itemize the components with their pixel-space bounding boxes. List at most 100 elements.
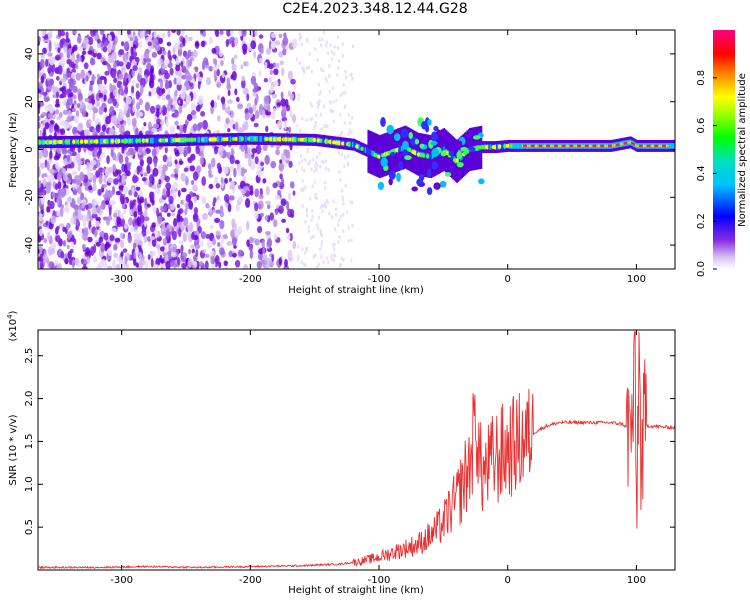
heatmap-cell (138, 40, 143, 48)
heatmap-cell (55, 162, 60, 170)
heatmap-ridge-core (623, 142, 626, 145)
colorbar-tick-label: 0.6 (696, 118, 707, 134)
heatmap-cell (248, 107, 254, 114)
heatmap-cell (107, 177, 114, 184)
heatmap-cell (244, 198, 251, 208)
heatmap-cell (300, 166, 304, 171)
heatmap-cell (202, 30, 207, 38)
heatmap-cell (102, 167, 106, 174)
heatmap-ridge-core (608, 144, 610, 148)
heatmap-ridge-core (413, 150, 418, 155)
heatmap-cell (71, 46, 75, 53)
heatmap-cell (224, 265, 229, 269)
heatmap-cell (233, 167, 237, 178)
heatmap-ridge-mid (501, 143, 503, 150)
heatmap-cell (322, 260, 325, 265)
heatmap-cell (227, 99, 233, 104)
heatmap-ridge-core (615, 143, 618, 147)
heatmap-cell (158, 37, 164, 45)
heatmap-cell (243, 263, 249, 269)
heatmap-cell (178, 160, 184, 165)
heatmap-cell (267, 203, 271, 210)
heatmap-cell (86, 102, 93, 111)
heatmap-cell (120, 41, 125, 47)
heatmap-cell (215, 183, 221, 189)
heatmap-cell (201, 196, 207, 205)
heatmap-ridge-core (601, 144, 604, 148)
heatmap-cell (70, 216, 74, 225)
heatmap-ridge-mid (398, 146, 400, 153)
heatmap-cell (218, 50, 224, 58)
heatmap-cell (193, 195, 198, 203)
heatmap-cell (191, 231, 195, 240)
heatmap-cell (38, 71, 42, 78)
heatmap-ridge-core (509, 143, 514, 148)
heatmap-cell (231, 63, 237, 72)
heatmap-ridge-core (75, 139, 80, 144)
heatmap-cell (99, 204, 105, 210)
heatmap-cell (65, 100, 70, 111)
heatmap-cell (207, 162, 212, 170)
heatmap-cell (135, 82, 140, 89)
heatmap-cell (96, 73, 100, 79)
heatmap-cell (47, 79, 54, 87)
heatmap-cell (279, 159, 283, 164)
heatmap-cell (305, 213, 309, 218)
heatmap-cell (96, 205, 101, 214)
heatmap-cell (139, 196, 145, 204)
heatmap-cell (197, 79, 201, 90)
heatmap-cell (262, 253, 268, 261)
colorbar-ticks: 0.0 0.2 0.4 0.6 0.8 (696, 70, 717, 277)
heatmap-cell (231, 149, 235, 156)
heatmap-cell (318, 151, 321, 156)
heatmap-cell (253, 122, 259, 128)
heatmap-cell (292, 241, 297, 250)
heatmap-cell (98, 167, 104, 173)
heatmap-cell (187, 258, 193, 268)
heatmap-cell (231, 237, 237, 247)
heatmap-cell (313, 125, 316, 130)
heatmap-cell (331, 86, 335, 91)
heatmap-cell (347, 131, 350, 136)
heatmap-cell (254, 211, 259, 220)
heatmap-cell (237, 225, 243, 235)
heatmap-cell (87, 236, 93, 243)
heatmap-ridge-mid (204, 136, 206, 143)
heatmap-cell (268, 40, 272, 51)
heatmap-cell (98, 236, 104, 243)
heatmap-cell (84, 186, 88, 191)
heatmap-ridge-mid (668, 143, 671, 149)
heatmap-cell (178, 228, 182, 238)
heatmap-cell (140, 30, 145, 39)
heatmap-cell (149, 236, 156, 241)
heatmap-ridge-core (79, 139, 84, 144)
heatmap-cell (63, 45, 68, 54)
heatmap-cell (341, 197, 345, 202)
heatmap-cell (322, 30, 325, 35)
heatmap-cell (254, 156, 259, 165)
heatmap-ridge-core (557, 144, 560, 148)
heatmap-cell (289, 208, 295, 216)
heatmap-cell (111, 185, 116, 196)
heatmap-cell (184, 53, 190, 60)
heatmap-cell (310, 217, 313, 222)
heatmap-cell (334, 207, 338, 212)
heatmap-cell (86, 256, 91, 265)
heatmap-blob (404, 155, 412, 161)
heatmap-cell (271, 254, 275, 262)
heatmap-cell (151, 127, 158, 133)
heatmap-blob (419, 143, 425, 149)
heatmap-ridge-mid (370, 149, 372, 156)
heatmap-cell (182, 124, 187, 134)
heatmap-ridge-core (653, 144, 655, 148)
heatmap-ridge-mid (461, 153, 463, 160)
heatmap-cell (301, 203, 304, 208)
heatmap-cell (257, 200, 264, 210)
heatmap-blob (386, 124, 394, 135)
heatmap-cell (219, 205, 224, 213)
heatmap-ridge-core (539, 144, 542, 148)
heatmap-ridge-mid (219, 136, 222, 143)
heatmap-cell (300, 158, 304, 163)
y-tick-label: 1.5 (24, 433, 35, 449)
heatmap-ridge-core (568, 144, 570, 148)
